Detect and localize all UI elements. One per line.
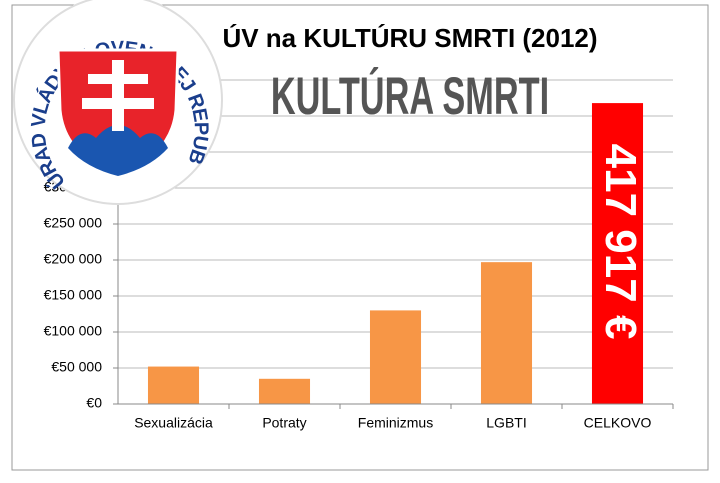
plot: €0 €50 000 €100 000 €150 000 €200 000 €250 00… [44, 71, 674, 431]
double-cross [82, 60, 154, 131]
y-tick-label: €250 000 [44, 215, 103, 231]
y-tick-label: €200 000 [44, 251, 103, 267]
annotation: KULTÚRA SMRTI [271, 67, 549, 126]
y-tick-label: €150 000 [44, 287, 103, 303]
y-tick-label: €100 000 [44, 323, 103, 339]
y-tick-label: €0 [86, 395, 102, 411]
bar [480, 262, 533, 404]
x-tick-label: LGBTI [486, 415, 526, 431]
chart-title: ÚV na KULTÚRU SMRTI (2012) [222, 23, 597, 53]
x-tick-label: Sexualizácia [134, 415, 213, 431]
bar [591, 103, 644, 404]
y-tick-label: €50 000 [51, 359, 102, 375]
hills [68, 125, 168, 176]
bar [258, 378, 311, 404]
x-tick-label: Potraty [262, 415, 306, 431]
value-label: 417 917 € [596, 144, 645, 340]
bar [369, 310, 422, 404]
bar [147, 366, 200, 404]
x-tick-label: CELKOVO [584, 415, 652, 431]
x-tick-label: Feminizmus [358, 415, 433, 431]
